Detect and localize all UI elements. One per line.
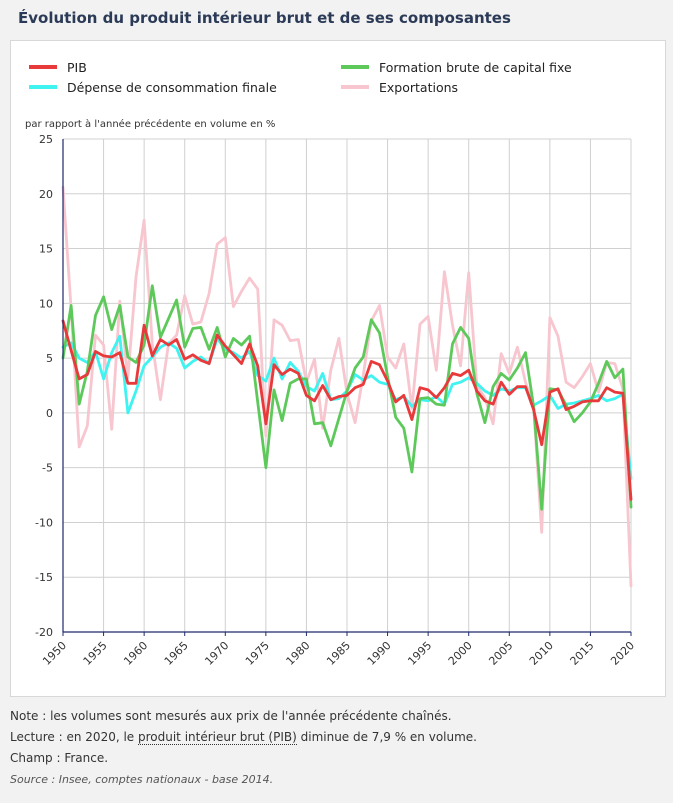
champ-text: Champ : France.	[10, 751, 109, 765]
y-tick-label: -20	[35, 626, 53, 639]
series-line-formation-brute-de-capital-fixe	[61, 284, 633, 511]
series-line-pib	[61, 319, 633, 501]
lecture-suffix: diminue de 7,9 % en volume.	[296, 730, 477, 744]
chart-title: Évolution du produit intérieur brut et d…	[18, 9, 511, 27]
legend-label: Dépense de consommation finale	[67, 80, 277, 95]
y-tick-label: 5	[46, 352, 53, 365]
grid	[63, 138, 632, 633]
y-tick-label: -5	[42, 462, 53, 475]
y-tick-label: 0	[46, 407, 53, 420]
series-lines	[61, 185, 633, 588]
legend: PIB Dépense de consommation finale Formati…	[29, 60, 572, 95]
legend-label: Formation brute de capital fixe	[379, 60, 572, 75]
x-tick-label: 2010	[527, 639, 556, 668]
line-chart: PIB Dépense de consommation finale Formati…	[25, 60, 637, 668]
x-tick-label: 1990	[365, 639, 394, 668]
x-tick-label: 1985	[324, 639, 353, 668]
y-tick-label: 25	[39, 133, 53, 146]
y-tick-label: 20	[39, 188, 53, 201]
legend-label: Exportations	[379, 80, 458, 95]
y-tick-label: 10	[39, 297, 53, 310]
x-tick-label: 1960	[121, 639, 150, 668]
x-tick-label: 2020	[608, 639, 637, 668]
chart-panel: PIB Dépense de consommation finale Formati…	[10, 40, 666, 697]
y-axis-label: par rapport à l'année précédente en volu…	[25, 118, 275, 130]
x-tick-label: 1975	[243, 639, 272, 668]
lecture-prefix: Lecture : en 2020, le	[10, 730, 138, 744]
source-text: Source : Insee, comptes nationaux - base…	[10, 773, 274, 786]
y-tick-label: 15	[39, 243, 53, 256]
legend-label: PIB	[67, 60, 87, 75]
x-tick-label: 1965	[162, 639, 191, 668]
x-tick-label: 2015	[568, 639, 597, 668]
notes: Note : les volumes sont mesurés aux prix…	[10, 706, 477, 790]
x-tick-label: 1995	[405, 639, 434, 668]
x-tick-label: 1955	[81, 639, 110, 668]
x-tick-label: 1970	[202, 639, 231, 668]
note-text: Note : les volumes sont mesurés aux prix…	[10, 709, 452, 723]
lecture-text: Lecture : en 2020, le produit intérieur …	[10, 727, 477, 748]
y-tick-label: -15	[35, 571, 53, 584]
x-tick-label: 1980	[284, 639, 313, 668]
x-tick-label: 2005	[486, 639, 515, 668]
x-tick-label: 1950	[40, 639, 69, 668]
pib-definition-link[interactable]: produit intérieur brut (PIB)	[138, 730, 297, 745]
x-tick-label: 2000	[446, 639, 475, 668]
y-tick-label: -10	[35, 516, 53, 529]
